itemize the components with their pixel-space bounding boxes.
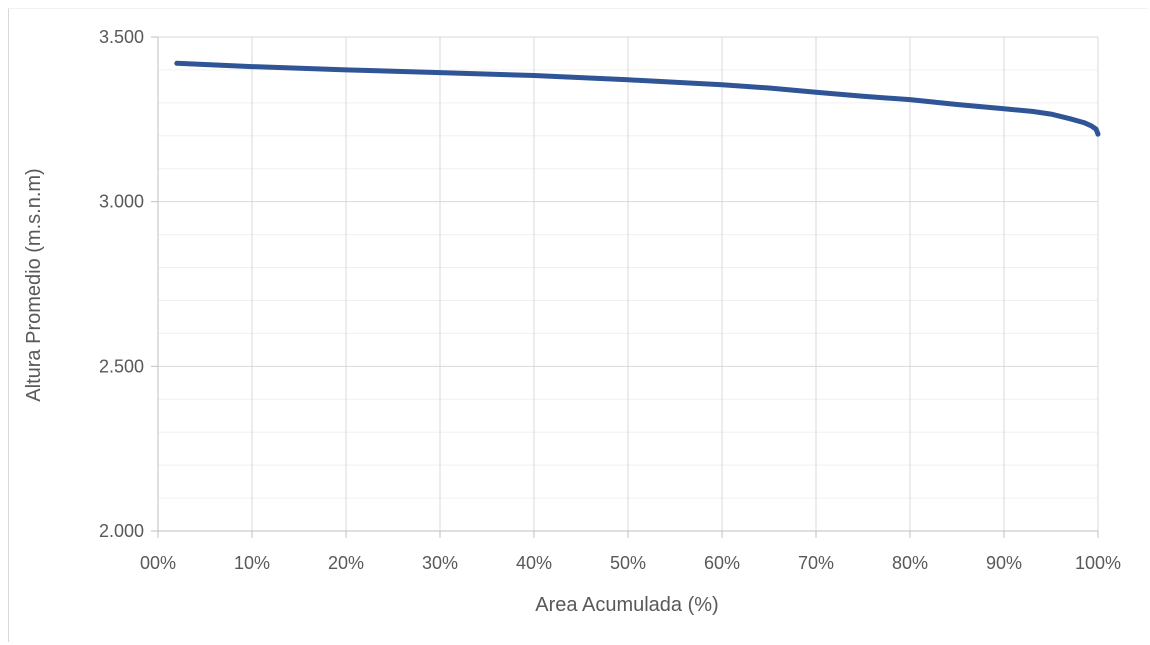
x-tick-label: 30% bbox=[422, 553, 458, 573]
x-tick-label: 00% bbox=[140, 553, 176, 573]
y-tick-label: 3.000 bbox=[99, 192, 144, 212]
grid-layer bbox=[151, 36, 1099, 538]
x-tick-label: 70% bbox=[798, 553, 834, 573]
x-tick-label: 80% bbox=[892, 553, 928, 573]
x-tick-label: 20% bbox=[328, 553, 364, 573]
y-axis-title: Altura Promedio (m.s.n.m) bbox=[23, 168, 45, 401]
x-tick-label: 100% bbox=[1075, 553, 1121, 573]
x-tick-labels: 00% 10% 20% 30% 40% 50% 60% 70% 80% 90% 100% bbox=[140, 553, 1121, 573]
x-axis-title: Area Acumulada (%) bbox=[535, 594, 718, 616]
y-tick-labels: 2.000 2.500 3.000 3.500 bbox=[99, 27, 144, 541]
series-line bbox=[174, 60, 1101, 137]
y-tick-label: 2.500 bbox=[99, 356, 144, 376]
y-tick-label: 2.000 bbox=[99, 521, 144, 541]
x-tick-label: 50% bbox=[610, 553, 646, 573]
axis-layer bbox=[157, 37, 1098, 532]
series-layer bbox=[174, 60, 1101, 137]
y-tick-label: 3.500 bbox=[99, 27, 144, 47]
x-tick-label: 60% bbox=[704, 553, 740, 573]
x-tick-label: 90% bbox=[986, 553, 1022, 573]
chart-frame bbox=[8, 8, 1148, 642]
x-tick-label: 40% bbox=[516, 553, 552, 573]
x-tick-label: 10% bbox=[234, 553, 270, 573]
